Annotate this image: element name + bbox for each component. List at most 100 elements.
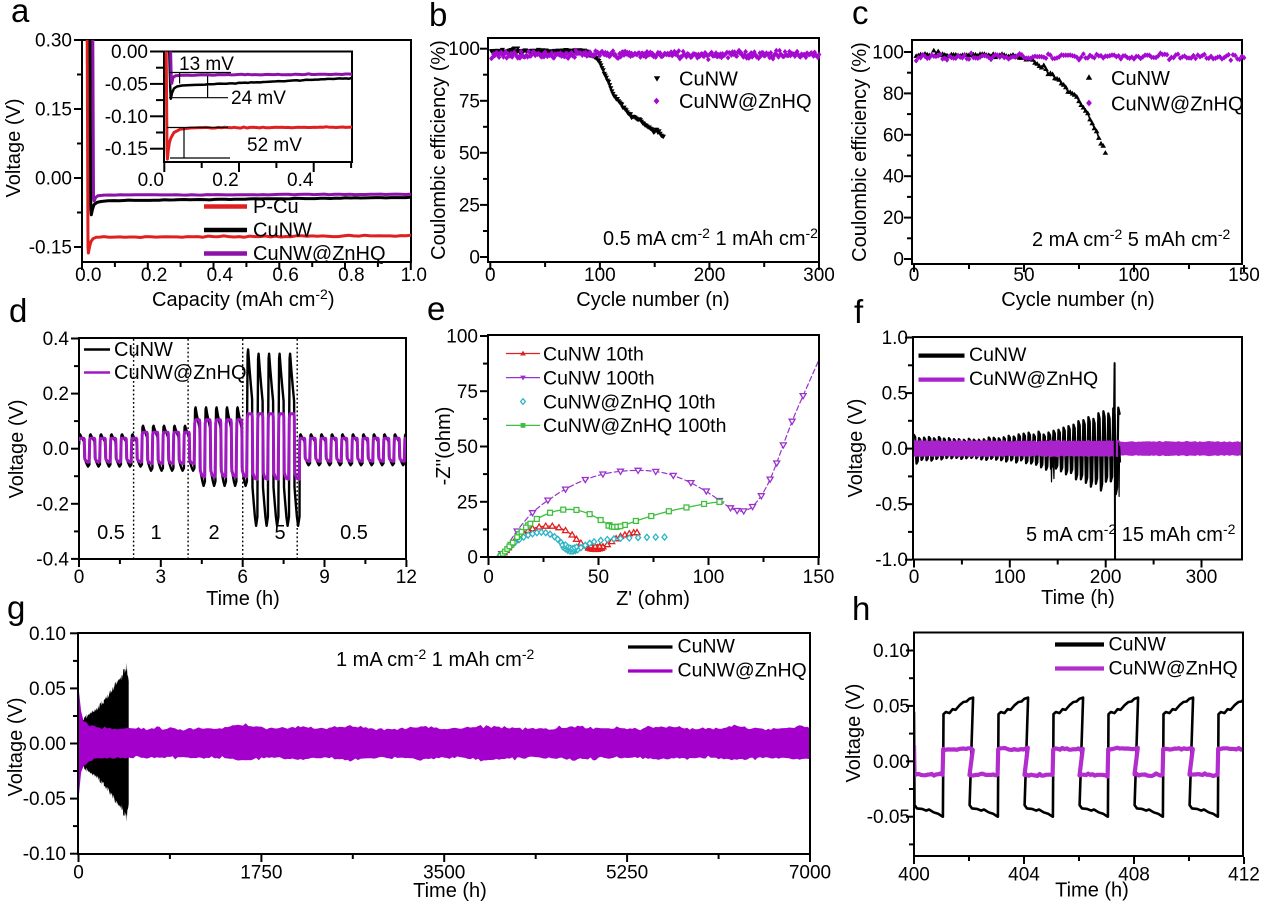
svg-text:0.05: 0.05 [873, 696, 910, 717]
svg-text:0.2: 0.2 [43, 384, 69, 405]
svg-text:c: c [852, 0, 869, 31]
svg-text:0.10: 0.10 [873, 641, 910, 662]
svg-text:CuNW@ZnHQ: CuNW@ZnHQ [253, 243, 386, 265]
svg-text:Voltage (V): Voltage (V) [845, 399, 867, 498]
svg-text:Z' (ohm): Z' (ohm) [616, 588, 690, 610]
svg-text:40: 40 [883, 167, 904, 188]
svg-text:Capacity (mAh cm-2​): Capacity (mAh cm-2​) [152, 286, 335, 311]
svg-text:5250: 5250 [606, 863, 648, 884]
svg-text:-0.2: -0.2 [36, 494, 69, 515]
svg-text:1.0: 1.0 [401, 265, 427, 286]
svg-text:b: b [429, 0, 447, 33]
svg-text:25: 25 [459, 195, 480, 216]
svg-text:-0.05: -0.05 [23, 789, 66, 810]
svg-text:0.6: 0.6 [272, 265, 298, 286]
svg-text:CuNW: CuNW [678, 635, 736, 657]
svg-text:0.0: 0.0 [43, 439, 69, 460]
svg-text:Coulombic efficiency (%): Coulombic efficiency (%) [428, 40, 450, 260]
svg-text:0.5: 0.5 [97, 522, 125, 544]
svg-text:0.2: 0.2 [212, 170, 238, 191]
svg-text:Time (h): Time (h) [1041, 587, 1115, 609]
svg-text:0.0: 0.0 [75, 265, 101, 286]
svg-text:Time (h): Time (h) [413, 880, 487, 902]
svg-text:0.10: 0.10 [29, 624, 66, 645]
svg-text:CuNW: CuNW [1111, 68, 1170, 90]
svg-text:Voltage (V): Voltage (V) [3, 99, 25, 198]
svg-text:0: 0 [467, 548, 478, 569]
svg-text:100: 100 [584, 265, 616, 286]
svg-text:CuNW@ZnHQ: CuNW@ZnHQ [679, 91, 812, 113]
svg-text:60: 60 [883, 125, 904, 146]
svg-text:e: e [427, 290, 445, 327]
svg-text:0: 0 [893, 250, 904, 271]
svg-text:3500: 3500 [423, 863, 465, 884]
svg-text:0.5: 0.5 [340, 522, 368, 544]
svg-text:0.05: 0.05 [29, 679, 66, 700]
svg-text:Voltage (V): Voltage (V) [6, 400, 28, 499]
svg-text:6: 6 [237, 567, 248, 588]
svg-text:g: g [7, 589, 25, 626]
svg-text:100: 100 [994, 567, 1026, 588]
svg-text:CuNW@ZnHQ 10th: CuNW@ZnHQ 10th [543, 391, 716, 413]
svg-text:150: 150 [803, 567, 835, 588]
svg-text:-Z''(ohm): -Z''(ohm) [433, 407, 455, 486]
svg-text:0.00: 0.00 [111, 42, 148, 63]
svg-text:CuNW: CuNW [679, 68, 738, 90]
svg-text:0.2: 0.2 [141, 265, 167, 286]
svg-text:CuNW@ZnHQ: CuNW@ZnHQ [114, 362, 247, 384]
svg-text:150: 150 [1228, 265, 1260, 286]
svg-text:100: 100 [1118, 265, 1150, 286]
svg-text:0.00: 0.00 [35, 169, 72, 190]
svg-text:1 mA cm-2​ 1 mAh cm-2​: 1 mA cm-2​ 1 mAh cm-2​ [336, 646, 534, 671]
svg-text:404: 404 [1008, 865, 1040, 886]
svg-text:CuNW@ZnHQ: CuNW@ZnHQ [1111, 93, 1244, 115]
svg-text:0: 0 [73, 863, 84, 884]
svg-text:1.0: 1.0 [882, 328, 908, 349]
svg-text:0.30: 0.30 [35, 31, 72, 52]
svg-text:2 mA cm-2​ 5 mAh cm-2​: 2 mA cm-2​ 5 mAh cm-2​ [1032, 226, 1230, 251]
svg-text:12: 12 [396, 567, 417, 588]
svg-text:7000: 7000 [789, 863, 831, 884]
svg-text:0.4: 0.4 [43, 329, 70, 350]
svg-text:100: 100 [872, 43, 904, 64]
svg-text:0.0: 0.0 [138, 170, 164, 191]
svg-text:0.0: 0.0 [882, 439, 908, 460]
svg-text:0: 0 [909, 265, 920, 286]
svg-text:Voltage (V): Voltage (V) [5, 698, 27, 797]
svg-text:0.4: 0.4 [207, 265, 234, 286]
svg-text:0: 0 [469, 248, 480, 269]
svg-text:1750: 1750 [240, 863, 282, 884]
svg-text:24 mV: 24 mV [231, 88, 286, 109]
svg-text:3: 3 [156, 567, 167, 588]
svg-text:50: 50 [457, 437, 478, 458]
svg-text:13 mV: 13 mV [179, 54, 234, 75]
svg-text:0: 0 [909, 567, 920, 588]
svg-text:2: 2 [208, 522, 219, 544]
svg-text:200: 200 [1090, 567, 1122, 588]
svg-text:d: d [9, 292, 27, 329]
svg-text:CuNW: CuNW [114, 339, 173, 361]
svg-text:0: 0 [483, 567, 494, 588]
svg-text:CuNW@ZnHQ: CuNW@ZnHQ [678, 659, 807, 681]
svg-text:P-Cu: P-Cu [253, 196, 299, 218]
svg-text:0: 0 [74, 567, 85, 588]
svg-text:a: a [11, 0, 30, 29]
svg-text:300: 300 [1186, 567, 1218, 588]
svg-text:Cycle number (n): Cycle number (n) [576, 289, 729, 311]
svg-text:0.00: 0.00 [29, 734, 66, 755]
svg-text:CuNW@ZnHQ 100th: CuNW@ZnHQ 100th [543, 415, 726, 437]
svg-text:Time (h): Time (h) [206, 588, 280, 610]
svg-text:0.5: 0.5 [882, 384, 908, 405]
svg-text:h: h [852, 590, 870, 627]
svg-text:50: 50 [459, 143, 480, 164]
svg-text:5: 5 [274, 522, 285, 544]
svg-text:-0.15: -0.15 [29, 238, 72, 259]
svg-text:25: 25 [457, 492, 478, 513]
svg-text:-0.05: -0.05 [867, 807, 910, 828]
svg-text:0: 0 [485, 265, 496, 286]
svg-text:CuNW: CuNW [969, 344, 1027, 366]
svg-text:Time (h): Time (h) [1055, 880, 1129, 902]
svg-text:50: 50 [1013, 265, 1034, 286]
svg-text:75: 75 [459, 91, 480, 112]
svg-text:Cycle number (n): Cycle number (n) [1001, 289, 1154, 311]
